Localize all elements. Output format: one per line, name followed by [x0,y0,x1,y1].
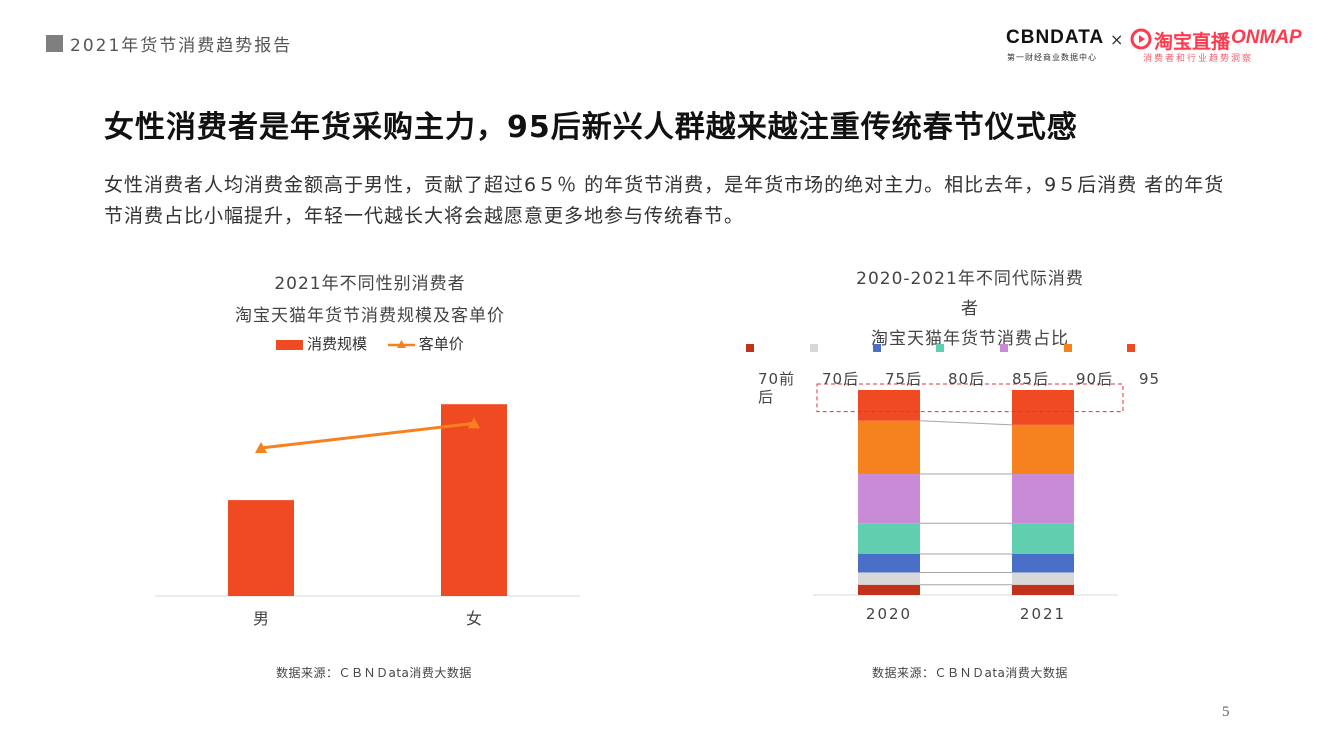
chart2-legend-label: 70后 [822,370,859,388]
chart1-legend: 消费规模 客单价 [276,333,464,354]
chart2-stack-segment [1012,424,1074,475]
chart2-stack-segment [858,474,920,524]
chart2-stack-segment [1012,554,1074,573]
chart2-series-connector [919,420,1013,426]
chart2-legend-label: 70前 [758,370,795,388]
chart2-legend-label: 95 [1139,370,1160,388]
chart1-source: 数据来源：ＣＢＮＤata消费大数据 [276,666,472,680]
legend-label-price: 客单价 [418,335,464,353]
chart2-legend-label: 90后 [1076,370,1113,388]
logo-times-sign: × [1110,30,1124,49]
chart2-title-line2: 者 [961,299,979,319]
chart1-x-tick-label: 男 [253,609,269,628]
chart1-bar [441,404,507,596]
chart2-title-line1: 2020-2021年不同代际消费 [856,269,1084,289]
chart2-legend-label-wrap: 后 [758,388,773,406]
slide-title: 女性消费者是年货采购主力，95后新兴人群越来越注重传统春节仪式感 [104,110,1078,145]
chart1-bar [228,500,294,596]
chart2-legend-swatch [810,344,818,352]
taobao-live-icon [1130,28,1152,50]
chart2-legend-swatch [1127,344,1135,352]
taobao-logo-subtitle: 消费者和行业趋势洞察 [1143,54,1254,64]
chart2-legend-swatch [873,344,881,352]
report-title: 2021年货节消费趋势报告 [70,36,293,56]
chart2-legend-swatch [746,344,754,352]
slide-description: 女性消费者人均消费金额高于男性，贡献了超过6５％ 的年货节消费，是年货市场的绝对… [104,174,1225,227]
chart2-legend-label: 85后 [1012,370,1049,388]
chart2-stack-segment [858,420,920,475]
chart1-x-tick-label: 女 [466,609,482,628]
cbndata-logo: CBNDATA [1006,27,1105,48]
chart1-title-line2: 淘宝天猫年货节消费规模及客单价 [235,306,505,326]
chart2-stack-segment [1012,584,1074,595]
chart2-stack-segment [858,572,920,585]
legend-bar-swatch [276,339,303,350]
chart2-title: 2020-2021年不同代际消费 者 淘宝天猫年货节消费占比 [800,264,1140,354]
chart2-stack-segment [858,554,920,573]
chart2-highlight-box [816,383,1124,413]
chart1-title-line1: 2021年不同性别消费者 [274,274,466,294]
onmap-logo: ONMAP [1231,27,1302,48]
chart2-legend-label: 80后 [948,370,985,388]
chart1-price-line [260,421,475,450]
header-square-icon [46,35,63,52]
chart1-price-marker [255,442,267,454]
cbndata-logo-subtitle: 第一财经商业数据中心 [1007,53,1097,62]
chart2-legend-swatch [936,344,944,352]
chart2-stack-segment [1012,390,1074,425]
chart2-stack-segment [858,584,920,595]
chart2-title-line3: 淘宝天猫年货节消费占比 [871,329,1069,349]
chart1-title: 2021年不同性别消费者 淘宝天猫年货节消费规模及客单价 [200,268,540,332]
legend-line-swatch [387,339,415,348]
chart2-x-tick-label: 2020 [866,605,912,623]
chart2-stack-segment [1012,523,1074,554]
legend-label-scale: 消费规模 [307,335,368,353]
chart2-stack-segment [858,523,920,554]
chart2-stack-segment [1012,474,1074,524]
chart2-stack-segment [858,390,920,421]
chart2-source: 数据来源：ＣＢＮＤata消费大数据 [872,666,1068,680]
chart2-legend-swatch [1000,344,1008,352]
chart2-stack-segment [1012,572,1074,585]
chart2-legend-label: 75后 [885,370,922,388]
chart2-x-tick-label: 2021 [1020,605,1066,623]
chart1-price-marker [468,417,480,429]
chart2-legend-swatch [1064,344,1072,352]
page-number: 5 [1222,704,1230,720]
taobao-live-logo: 淘宝直播 [1154,31,1231,53]
